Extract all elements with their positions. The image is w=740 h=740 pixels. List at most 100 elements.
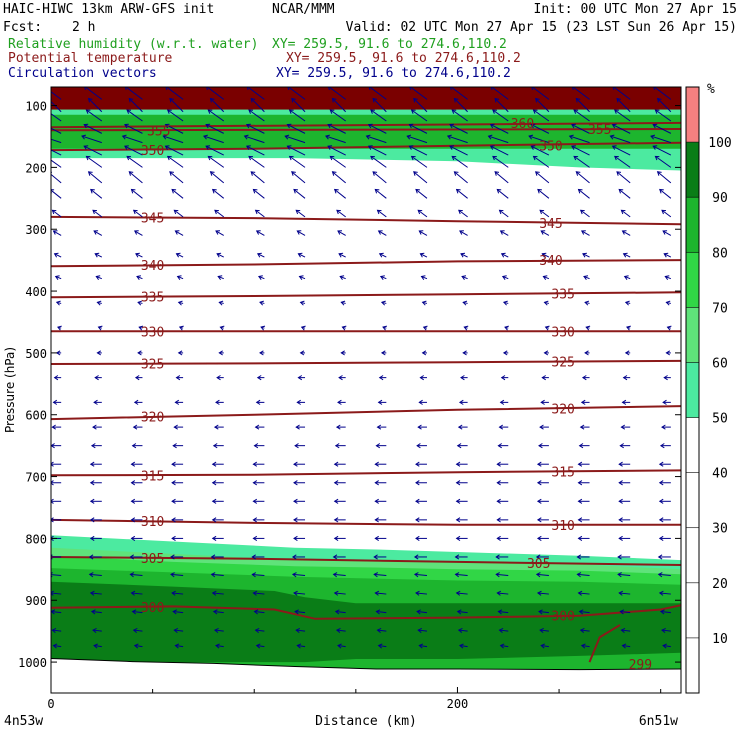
vector-shaft	[409, 145, 428, 156]
vector-head	[44, 86, 48, 90]
vector-shaft	[165, 87, 184, 100]
vector-head	[95, 275, 101, 280]
vector-shaft	[94, 253, 103, 258]
vector-shaft	[375, 592, 387, 595]
vector-head	[575, 171, 581, 176]
vector-shaft	[339, 276, 346, 280]
vector-head	[580, 230, 586, 235]
vector-shaft	[498, 611, 509, 614]
vector-head	[339, 275, 345, 280]
vector-head	[378, 252, 384, 258]
x-tick-label: 0	[47, 697, 54, 711]
vector-shaft	[255, 209, 265, 218]
vector-head	[293, 517, 298, 523]
vector-shaft	[253, 189, 265, 199]
vector-head	[172, 609, 178, 615]
vector-head	[453, 171, 459, 176]
vector-head	[130, 498, 136, 504]
vector-shaft	[327, 145, 346, 156]
vector-shaft	[454, 171, 468, 184]
vector-head	[446, 134, 452, 140]
vector-head	[658, 461, 664, 467]
vector-shaft	[177, 276, 184, 280]
vector-shaft	[571, 124, 590, 134]
vector-head	[87, 171, 93, 176]
vector-head	[614, 155, 619, 161]
theta-contour-315	[51, 469, 681, 477]
theta-label-300: 300	[551, 610, 574, 625]
vector-head	[331, 97, 337, 103]
vector-head	[335, 424, 341, 430]
fcst-label: Fcst:	[3, 20, 42, 35]
vector-head	[245, 123, 251, 129]
vector-shaft	[334, 592, 346, 595]
rh-shading	[51, 87, 681, 693]
vector-head	[618, 517, 623, 523]
vector-head	[537, 188, 542, 194]
vector-shaft	[250, 98, 265, 113]
colorbar: 10 20 30 40 50 60 70 80 90 100	[685, 86, 732, 694]
vector-head	[124, 145, 129, 150]
theta-label-350: 350	[141, 144, 164, 159]
vector-shaft	[376, 611, 387, 614]
vector-shaft	[612, 87, 631, 100]
theta-label-335: 335	[141, 291, 164, 306]
vector-shaft	[368, 87, 387, 100]
vector-shaft	[421, 276, 428, 280]
vector-shaft	[409, 87, 428, 100]
vector-shaft	[291, 171, 306, 184]
vector-shaft	[413, 171, 428, 184]
vector-head	[81, 134, 87, 140]
vector-head	[130, 480, 136, 486]
vector-shaft	[246, 145, 265, 156]
vector-shaft	[287, 87, 306, 100]
vector-shaft	[377, 629, 387, 632]
vector-shaft	[218, 276, 224, 280]
vector-head	[51, 627, 57, 633]
colorbar-label: 10	[712, 632, 728, 647]
vector-shaft	[51, 592, 62, 595]
theta-label-315: 315	[141, 469, 164, 484]
vector-shaft	[131, 189, 143, 199]
vector-head	[502, 300, 508, 306]
y-tick-label: 900	[25, 594, 47, 608]
vector-shaft	[659, 592, 671, 595]
vector-head	[216, 252, 222, 258]
vector-shaft	[541, 645, 549, 648]
vector-head	[365, 134, 371, 140]
vector-head	[255, 643, 261, 649]
vector-shaft	[610, 135, 631, 144]
vector-head	[175, 375, 181, 381]
vector-head	[138, 325, 144, 331]
vector-head	[415, 590, 420, 596]
vector-head	[614, 109, 619, 114]
vector-shaft	[89, 573, 102, 577]
vector-shaft	[134, 230, 143, 236]
vector-shaft	[124, 124, 143, 134]
vector-head	[536, 498, 542, 504]
vector-head	[299, 350, 305, 356]
vector-head	[53, 375, 59, 381]
vector-shaft	[378, 230, 387, 236]
valid-time: Valid: 02 UTC Mon 27 Apr 15 (23 LST Sun …	[346, 20, 737, 35]
vector-head	[337, 230, 343, 235]
vector-head	[295, 209, 301, 215]
vector-head	[255, 230, 261, 235]
vector-head	[129, 554, 134, 560]
theta-label-325: 325	[551, 356, 574, 371]
vector-head	[129, 572, 135, 578]
vector-shaft	[454, 98, 468, 113]
vector-head	[252, 461, 258, 467]
vector-head	[367, 123, 373, 129]
vector-shaft	[332, 98, 347, 113]
vector-shaft	[128, 171, 143, 184]
vector-head	[536, 590, 542, 596]
vector-shaft	[409, 124, 428, 134]
vector-shaft	[531, 124, 550, 134]
vector-head	[579, 209, 585, 215]
vector-head	[577, 590, 583, 596]
vector-head	[418, 643, 424, 649]
field-vectors-xy: XY= 259.5, 91.6 to 274.6,110.2	[276, 66, 511, 81]
vector-shaft	[458, 629, 468, 632]
vector-shaft	[135, 253, 143, 258]
